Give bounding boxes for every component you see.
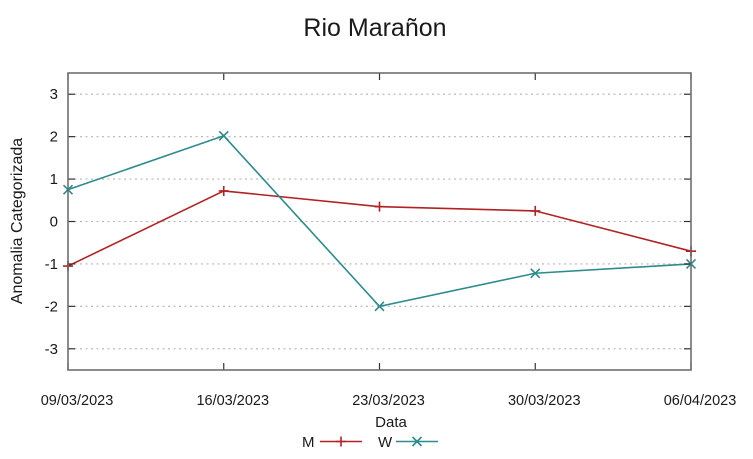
x-tick-label: 06/04/2023 (664, 393, 737, 409)
y-tick-label: 0 (50, 214, 58, 231)
y-axis-label: Anomalia Categorizada (9, 138, 26, 304)
gridlines (69, 93, 690, 350)
x-axis-label: Data (375, 414, 407, 431)
legend-marker-W (411, 436, 423, 447)
legend-label-W: W (378, 434, 393, 451)
series-M-marker (218, 185, 229, 196)
series-W-marker (374, 301, 385, 312)
y-tick-label: 1 (50, 171, 58, 188)
plot-border (67, 72, 692, 371)
x-tick-label: 09/03/2023 (41, 393, 114, 409)
x-tick-label: 23/03/2023 (352, 393, 425, 409)
y-tick-label: 2 (50, 129, 58, 146)
legend-marker-M (336, 436, 346, 447)
tick-labels: -3 -2 -1 0 1 2 3 09/03/2023 16/03/2023 23/03/2023… (41, 86, 737, 409)
plot-frame (67, 72, 692, 371)
series-W-marker (530, 268, 541, 279)
series-M-marker (530, 205, 541, 216)
y-tick-label: 3 (50, 86, 58, 103)
y-tick-label: -3 (45, 341, 58, 358)
x-tick-label: 16/03/2023 (196, 393, 269, 409)
series-W-marker (218, 130, 229, 141)
legend-label-M: M (302, 434, 315, 451)
y-tick-label: -1 (45, 256, 58, 273)
x-tick-label: 30/03/2023 (508, 393, 581, 409)
y-tick-label: -2 (45, 298, 58, 315)
series-M-marker (374, 201, 385, 212)
chart-title: Rio Marañon (303, 14, 446, 42)
